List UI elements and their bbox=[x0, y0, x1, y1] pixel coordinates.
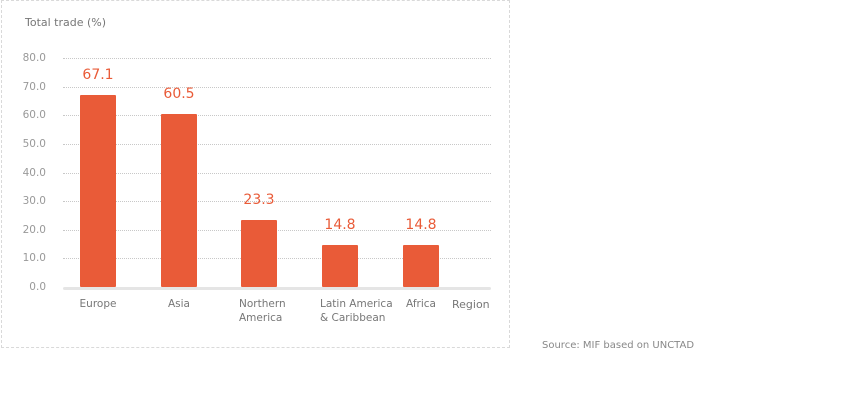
y-tick-label: 50.0 bbox=[22, 137, 46, 150]
y-tick-label: 80.0 bbox=[22, 52, 46, 64]
gridline bbox=[63, 144, 491, 145]
y-tick-label: 70.0 bbox=[22, 80, 46, 93]
y-tick-label: 20.0 bbox=[22, 223, 46, 236]
gridline bbox=[63, 87, 491, 88]
gridline bbox=[63, 58, 491, 59]
bar-value-label: 14.8 bbox=[405, 216, 437, 233]
gridline bbox=[63, 173, 491, 174]
bar-value-label: 67.1 bbox=[82, 66, 114, 83]
gridline bbox=[63, 115, 491, 116]
y-tick-label: 40.0 bbox=[22, 166, 46, 179]
gridline bbox=[63, 201, 491, 202]
bar-value-label: 23.3 bbox=[243, 192, 275, 209]
chart-container bbox=[1, 0, 510, 348]
x-axis-title: Region bbox=[452, 298, 490, 311]
y-tick-label: 0.0 bbox=[29, 281, 46, 293]
bar bbox=[241, 220, 277, 287]
gridline bbox=[63, 230, 491, 231]
x-category-label: Asia bbox=[167, 298, 190, 310]
x-category-label: Latin America & Caribbean bbox=[320, 298, 393, 324]
gridline bbox=[63, 258, 491, 259]
bar bbox=[403, 244, 439, 287]
y-tick-label: 10.0 bbox=[22, 252, 46, 265]
bar bbox=[322, 244, 358, 287]
bar-value-label: 14.8 bbox=[324, 216, 356, 233]
x-category-label: Europe bbox=[79, 298, 117, 310]
y-axis-title: Total trade (%) bbox=[25, 16, 107, 29]
bar bbox=[80, 94, 116, 287]
y-tick-label: 60.0 bbox=[22, 109, 46, 122]
x-axis-line bbox=[63, 287, 491, 290]
bar-value-label: 60.5 bbox=[163, 85, 195, 102]
bar bbox=[161, 113, 197, 287]
source-note: Source: MIF based on UNCTAD bbox=[542, 340, 695, 351]
y-tick-label: 30.0 bbox=[22, 195, 46, 208]
x-category-label: Africa bbox=[406, 298, 436, 310]
x-category-label: Northern America bbox=[239, 298, 286, 324]
